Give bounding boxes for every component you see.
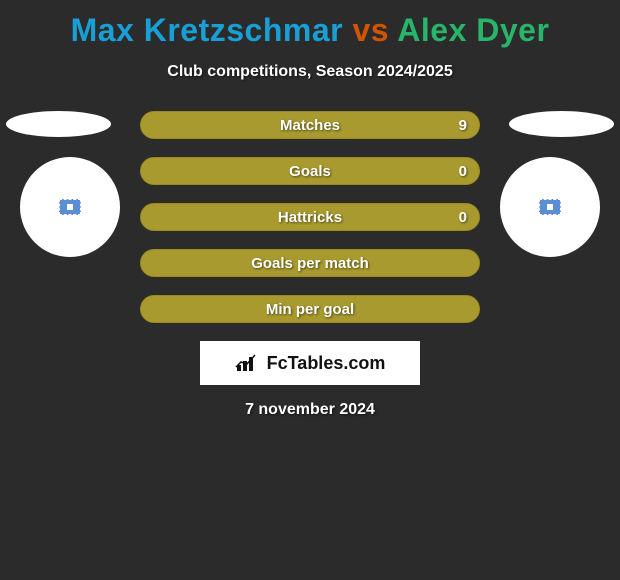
stat-label: Matches: [280, 117, 340, 134]
player1-name: Max Kretzschmar: [71, 12, 344, 48]
stat-bar: Matches 9: [140, 111, 480, 139]
stat-bar: Goals per match: [140, 249, 480, 277]
stat-bars: Matches 9 Goals 0 Hattricks 0 Goals per …: [140, 111, 480, 323]
player2-ellipse: [509, 111, 614, 137]
stat-label: Hattricks: [278, 209, 342, 226]
stat-label: Min per goal: [266, 301, 354, 318]
brand-box: FcTables.com: [200, 341, 420, 385]
stat-value: 0: [459, 163, 467, 180]
player1-badge-circle: [20, 157, 120, 257]
player2-badge-circle: [500, 157, 600, 257]
footer-date: 7 november 2024: [0, 401, 620, 419]
brand-text: FcTables.com: [267, 353, 386, 374]
page-title: Max Kretzschmar vs Alex Dyer: [0, 0, 620, 49]
stat-value: 9: [459, 117, 467, 134]
player2-flag-icon: [539, 199, 561, 215]
stat-bar: Goals 0: [140, 157, 480, 185]
stat-label: Goals: [289, 163, 331, 180]
stat-value: 0: [459, 209, 467, 226]
stat-label: Goals per match: [251, 255, 369, 272]
comparison-stage: Matches 9 Goals 0 Hattricks 0 Goals per …: [0, 111, 620, 419]
vs-text: vs: [352, 12, 389, 48]
brand-chart-icon: [235, 353, 261, 373]
stat-bar: Hattricks 0: [140, 203, 480, 231]
player2-name: Alex Dyer: [397, 12, 549, 48]
subtitle: Club competitions, Season 2024/2025: [0, 63, 620, 81]
stat-bar: Min per goal: [140, 295, 480, 323]
player1-flag-icon: [59, 199, 81, 215]
player1-ellipse: [6, 111, 111, 137]
